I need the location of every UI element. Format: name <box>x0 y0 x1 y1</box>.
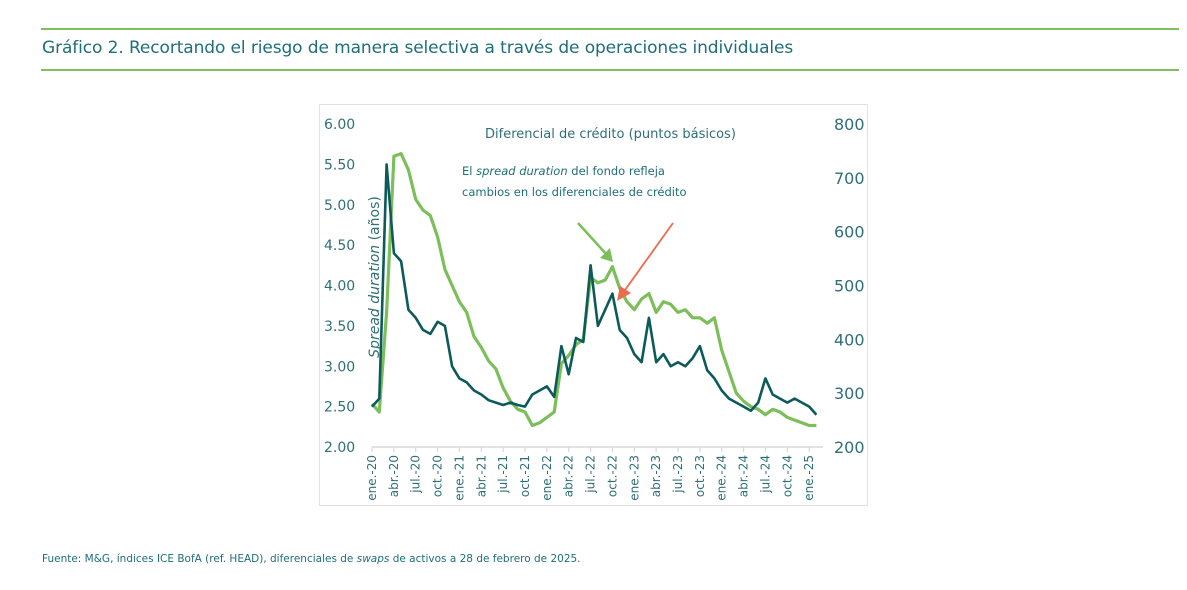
x-tick-label: abr.-22 <box>562 455 576 497</box>
x-tick-label: jul.-22 <box>584 455 598 494</box>
y-left-tick-label: 5.50 <box>324 157 355 173</box>
y-left-tick-label: 4.50 <box>324 238 355 254</box>
source-suffix: de activos a 28 de febrero de 2025. <box>389 553 581 565</box>
y-left-tick-label: 3.50 <box>324 319 355 335</box>
annotation-line-1: El spread duration del fondo refleja <box>462 164 665 178</box>
x-tick-label: abr.-21 <box>474 455 488 497</box>
y-axis-right-label: Diferencial de crédito (puntos básicos) <box>485 127 736 142</box>
annotation-plain-2: del fondo refleja <box>568 164 665 178</box>
y-left-tick-label: 2.50 <box>324 400 355 416</box>
y-right-tick-label: 700 <box>834 169 865 188</box>
series-line-credit-spread <box>370 151 817 428</box>
y-axis-right: 200 300 400 500 600 700 800 <box>834 115 865 457</box>
chart-title: Gráfico 2. Recortando el riesgo de maner… <box>42 38 794 58</box>
arrow-orange <box>617 222 674 301</box>
y-left-tick-label: 4.00 <box>324 279 355 295</box>
x-tick-label: ene.-21 <box>452 455 466 501</box>
x-tick-label: abr.-20 <box>387 455 401 497</box>
annotation-italic: spread duration <box>476 164 568 178</box>
y-right-tick-label: 300 <box>834 384 865 403</box>
y-axis-left: 2.00 2.50 3.00 3.50 4.00 4.50 5.00 5.50 6.00 <box>324 117 355 456</box>
y-right-tick-label: 600 <box>834 223 865 242</box>
series-line-spread-duration <box>371 163 818 416</box>
y-left-tick-label: 5.00 <box>324 198 355 214</box>
arrow-orange-shaft <box>624 222 674 291</box>
y-left-tick-label: 3.00 <box>324 359 355 375</box>
y-axis-label-plain: (años) <box>367 196 383 245</box>
x-tick-label: ene.-20 <box>365 455 379 501</box>
y-right-tick-label: 500 <box>834 277 865 296</box>
source-note: Fuente: M&G, índices ICE BofA (ref. HEAD… <box>42 553 581 565</box>
x-tick-label: oct.-23 <box>693 455 707 497</box>
chart-frame: 2.00 2.50 3.00 3.50 4.00 4.50 5.00 5.50 6.00 200… <box>319 104 868 506</box>
x-tick-label: oct.-24 <box>780 455 794 497</box>
y-right-tick-label: 400 <box>834 330 865 349</box>
x-tick-label: ene.-23 <box>627 455 641 501</box>
x-tick-label: ene.-24 <box>715 455 729 501</box>
source-prefix: Fuente: M&G, índices ICE BofA (ref. HEAD… <box>42 553 357 565</box>
x-tick-label: oct.-22 <box>605 455 619 497</box>
y-left-tick-label: 6.00 <box>324 117 355 133</box>
arrow-green-shaft <box>577 222 608 256</box>
annotation-plain-1: El <box>462 164 476 178</box>
chart-svg: 2.00 2.50 3.00 3.50 4.00 4.50 5.00 5.50 6.00 200… <box>324 115 865 501</box>
x-tick-label: abr.-24 <box>737 455 751 497</box>
annotation-line-2: cambios en los diferenciales de crédito <box>462 185 687 199</box>
arrow-green-head <box>600 248 613 262</box>
x-tick-label: jul.-20 <box>409 455 423 494</box>
x-tick-label: ene.-25 <box>802 455 816 501</box>
arrow-orange-head <box>617 286 631 301</box>
x-tick-label: jul.-24 <box>758 455 772 494</box>
x-tick-label: abr.-23 <box>649 455 663 497</box>
y-left-tick-label: 2.00 <box>324 440 355 456</box>
x-tick-label: oct.-21 <box>518 455 532 497</box>
y-right-tick-label: 800 <box>834 115 865 134</box>
x-tick-label: ene.-22 <box>540 455 554 501</box>
y-right-tick-label: 200 <box>834 438 865 457</box>
x-tick-label: jul.-21 <box>496 455 510 494</box>
x-tick-label: oct.-20 <box>431 455 445 497</box>
series-group <box>370 151 818 428</box>
y-axis-left-label: Spread duration (años) <box>367 196 383 358</box>
y-axis-label-italic: Spread duration <box>367 245 383 358</box>
x-tick-label: jul.-23 <box>671 455 685 494</box>
title-rule-bottom <box>41 69 1179 71</box>
x-axis: ene.-20 abr.-20 jul.-20 oct.-20 ene.-21 abr.-… <box>365 447 816 501</box>
source-italic: swaps <box>356 553 390 565</box>
arrow-green <box>577 222 613 262</box>
title-rule-top <box>41 28 1179 30</box>
